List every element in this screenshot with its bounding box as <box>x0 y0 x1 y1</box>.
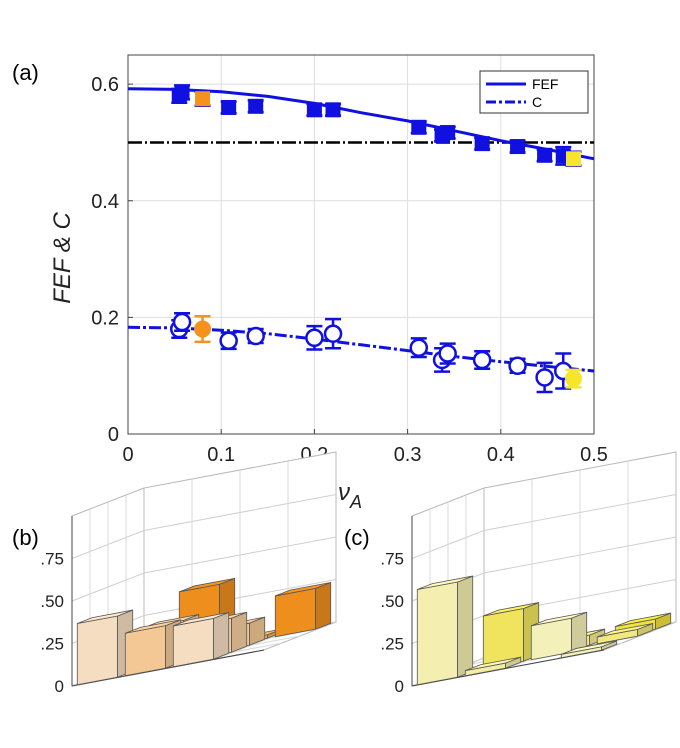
bar-side-face <box>231 611 248 653</box>
chart-b: 0 .25 .50 .75 <box>40 451 337 696</box>
c-point <box>194 320 212 338</box>
bar-3d <box>274 581 332 638</box>
x-tick-label: 0.1 <box>207 444 235 466</box>
y-tick-label: 0.4 <box>91 191 119 213</box>
bar-top-face <box>561 640 617 655</box>
bar-3d <box>530 611 588 661</box>
fef-point <box>411 119 427 135</box>
fef-point <box>474 136 490 152</box>
plot-area <box>127 54 595 435</box>
bar-top-face <box>275 582 331 597</box>
c-point <box>323 324 343 343</box>
c-point <box>409 338 429 357</box>
bar-top-face <box>173 612 229 627</box>
x-tick-label: 0 <box>122 444 133 466</box>
fef-points <box>171 84 582 168</box>
wall-grid-line <box>71 494 337 559</box>
panel-label-c: (c) <box>344 525 370 550</box>
x-axis-label: νA <box>338 479 362 512</box>
fef-point <box>537 147 553 163</box>
fef-point <box>248 98 264 114</box>
x-tick-label: 0.5 <box>580 444 608 466</box>
bar-side-face <box>315 581 332 630</box>
bar-3d <box>596 622 654 645</box>
c-point <box>246 326 265 346</box>
fef-point <box>174 84 190 100</box>
x-axis: 0 0.1 0.2 0.3 0.4 0.5 <box>122 429 608 466</box>
c-points <box>170 312 582 394</box>
c-point <box>535 368 554 387</box>
bar-3d <box>172 611 230 668</box>
z-tick-label: .50 <box>40 592 64 611</box>
z-tick-label: .25 <box>40 635 64 654</box>
panel-label-a: (a) <box>12 60 39 85</box>
bar-front-face <box>172 617 215 668</box>
c-point <box>219 331 238 350</box>
legend-box <box>479 70 589 114</box>
x-tick-label: 0.3 <box>394 444 422 466</box>
bar-3d <box>560 640 618 659</box>
bar-side-face <box>213 611 230 660</box>
fef-point <box>510 139 526 155</box>
c-point <box>508 356 527 376</box>
bar-top-face <box>77 609 133 624</box>
c-point <box>172 312 192 332</box>
x-tick-label: 0.4 <box>487 444 515 466</box>
chart-c: 0 .25 .50 .75 <box>380 451 677 696</box>
bar-top-face <box>125 619 181 634</box>
c-curve <box>127 325 595 373</box>
bar-3d <box>124 619 182 677</box>
z-tick-label: .25 <box>380 635 404 654</box>
bar-top-face <box>179 577 235 593</box>
y-tick-label: 0 <box>108 424 119 446</box>
fef-point <box>221 99 237 115</box>
z-tick-label: 0 <box>55 677 64 696</box>
legend-label-c: C <box>532 94 542 110</box>
bar-front-face <box>124 625 167 677</box>
wall-grid-line <box>411 494 677 559</box>
bar-top-face <box>483 602 539 617</box>
z-tick-label: .75 <box>380 550 404 569</box>
fef-point <box>195 91 211 107</box>
fef-point <box>306 102 322 118</box>
fef-point <box>440 125 456 141</box>
c-point <box>438 344 457 363</box>
bar-top-face <box>417 575 473 590</box>
bar-3d <box>76 609 134 686</box>
bar-front-face <box>274 587 317 638</box>
legend-label-fef: FEF <box>532 76 558 92</box>
z-tick-label: .50 <box>380 592 404 611</box>
x-axis-label-sub: A <box>349 492 362 512</box>
bar-3d <box>464 656 522 677</box>
y-axis-label: FEF & C <box>49 212 76 304</box>
panel-label-b: (b) <box>12 525 39 550</box>
bar-top-face <box>597 623 653 638</box>
bar-front-face <box>76 615 118 686</box>
x-axis-label-main: ν <box>338 479 350 506</box>
bar-top-face <box>465 656 521 672</box>
bar-side-face <box>571 611 588 653</box>
legend: FEF C <box>479 70 589 114</box>
wall-grid-line <box>71 536 337 602</box>
bar-front-face <box>416 581 459 686</box>
c-point <box>305 328 324 348</box>
bar-side-face <box>457 575 474 678</box>
fef-point <box>325 102 341 118</box>
bar-top-face <box>531 611 587 627</box>
y-axis: 0 0.2 0.4 0.6 <box>91 74 133 446</box>
chart-a: 0 0.1 0.2 0.3 0.4 0.5 0 0.2 0.4 0.6 FEF C FEF & … <box>49 54 608 512</box>
fef-point <box>565 151 581 167</box>
c-point <box>564 370 582 388</box>
bar-3d <box>416 575 474 686</box>
z-tick-label: 0 <box>395 677 404 696</box>
c-point <box>472 350 492 370</box>
y-tick-label: 0.6 <box>91 74 119 96</box>
bar-top-face <box>615 612 671 627</box>
z-tick-label: .75 <box>40 550 64 569</box>
y-tick-label: 0.2 <box>91 307 119 329</box>
